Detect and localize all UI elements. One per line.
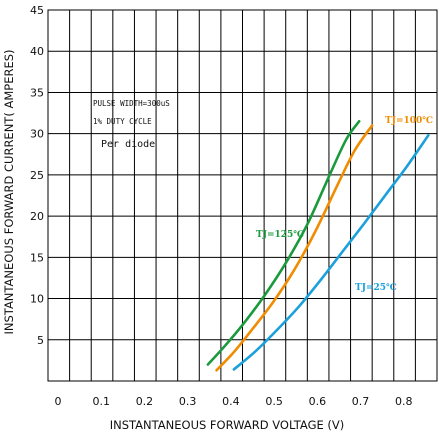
pulse-width-note: PULSE WIDTH=300uS — [93, 99, 170, 108]
y-tick-label: 45 — [30, 4, 44, 17]
plot-frame — [47, 9, 438, 382]
per-diode-note: Per diode — [101, 139, 155, 150]
x-tick-label: 0.7 — [352, 395, 370, 408]
series-label-100: TJ=100℃ — [385, 116, 433, 126]
x-tick-label: 0.3 — [179, 395, 197, 408]
x-tick-label: 0.8 — [395, 395, 413, 408]
y-tick-label: 10 — [30, 293, 44, 306]
x-tick-label: 0.5 — [265, 395, 283, 408]
series-label-125: TJ=125℃ — [256, 230, 304, 240]
y-tick-label: 5 — [37, 334, 44, 347]
y-tick-label: 20 — [30, 210, 44, 223]
series-line-2 — [232, 134, 430, 371]
y-tick-label: 30 — [30, 128, 44, 141]
y-axis-title: INSTANTANEOUS FORWARD CURRENT( AMPERES) — [2, 50, 16, 335]
x-axis-title: INSTANTANEOUS FORWARD VOLTAGE (V) — [110, 418, 345, 432]
x-tick-label: 0.4 — [222, 395, 240, 408]
y-tick-label: 40 — [30, 45, 44, 58]
y-tick-labels: 5 10 15 20 25 30 35 40 45 — [30, 4, 44, 347]
y-tick-label: 25 — [30, 169, 44, 182]
x-tick-label: 0 — [55, 395, 62, 408]
series-labels: TJ=125℃ TJ=100℃ TJ=25℃ — [256, 116, 433, 293]
series-line-0 — [206, 120, 361, 366]
series-group — [206, 120, 430, 372]
test-conditions-note: PULSE WIDTH=300uS 1% DUTY CYCLE Per diod… — [93, 99, 170, 150]
y-tick-label: 35 — [30, 86, 44, 99]
x-tick-label: 0.1 — [92, 395, 110, 408]
x-tick-labels: 0 0.1 0.2 0.3 0.4 0.5 0.6 0.7 0.8 — [55, 395, 413, 408]
series-label-25: TJ=25℃ — [355, 283, 397, 293]
x-tick-label: 0.6 — [309, 395, 327, 408]
y-tick-label: 15 — [30, 251, 44, 264]
x-tick-label: 0.2 — [136, 395, 154, 408]
series-line-1 — [215, 124, 374, 372]
duty-cycle-note: 1% DUTY CYCLE — [93, 117, 152, 126]
